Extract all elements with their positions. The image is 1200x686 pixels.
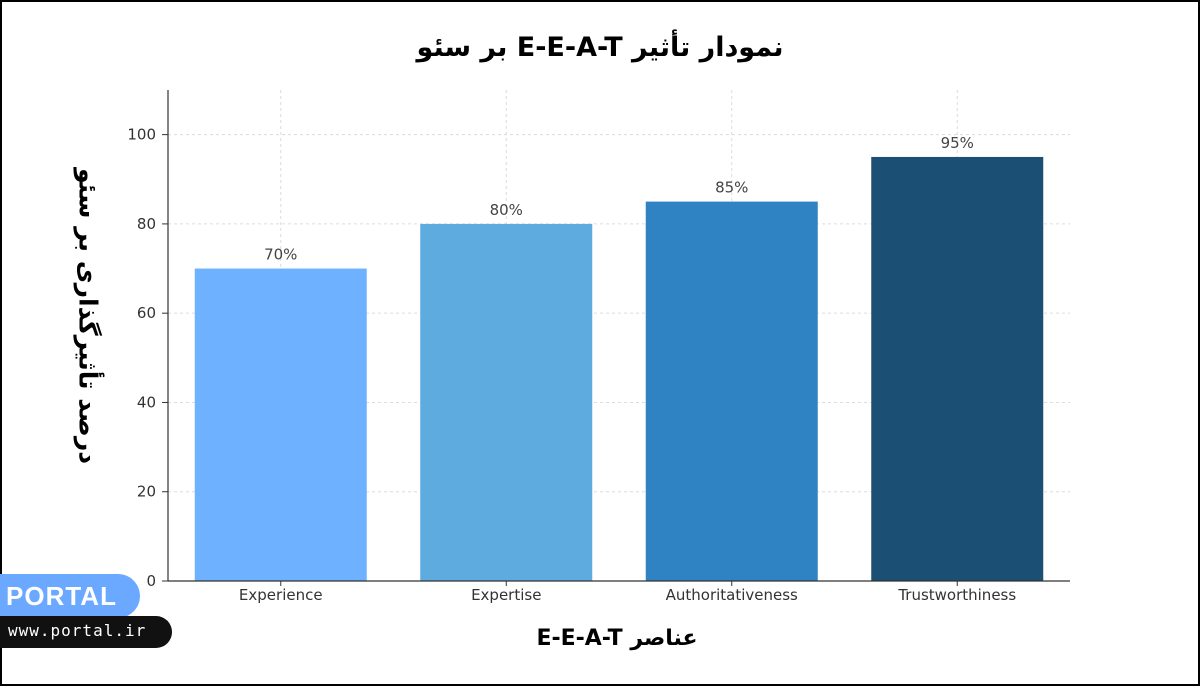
chart-title: نمودار تأثیر E-E-A-T بر سئو bbox=[416, 32, 784, 63]
brand-logo-text: PORTAL bbox=[6, 581, 117, 611]
url-badge bbox=[0, 616, 172, 648]
y-tick-label: 20 bbox=[137, 483, 156, 501]
x-tick-label: Authoritativeness bbox=[666, 586, 798, 604]
bar-value-label: 85% bbox=[715, 179, 748, 197]
bar bbox=[645, 201, 818, 581]
bar-value-label: 70% bbox=[264, 246, 297, 264]
bar-value-label: 80% bbox=[490, 201, 523, 219]
y-tick-label: 40 bbox=[137, 393, 156, 411]
y-tick-label: 80 bbox=[137, 215, 156, 233]
bar bbox=[871, 156, 1044, 582]
bar bbox=[420, 223, 593, 581]
x-tick-label: Expertise bbox=[471, 586, 541, 604]
x-axis-label: عناصر E-E-A-T bbox=[536, 626, 698, 651]
x-tick-label: Experience bbox=[239, 586, 323, 604]
x-tick-label: Trustworthiness bbox=[897, 586, 1016, 604]
bar bbox=[194, 268, 367, 581]
brand-url: www.portal.ir bbox=[8, 621, 147, 640]
brand-badge bbox=[0, 574, 140, 618]
y-tick-label: 100 bbox=[127, 126, 156, 144]
bar-value-label: 95% bbox=[941, 134, 974, 152]
y-tick-label: 60 bbox=[137, 304, 156, 322]
y-tick-label: 0 bbox=[146, 572, 156, 590]
